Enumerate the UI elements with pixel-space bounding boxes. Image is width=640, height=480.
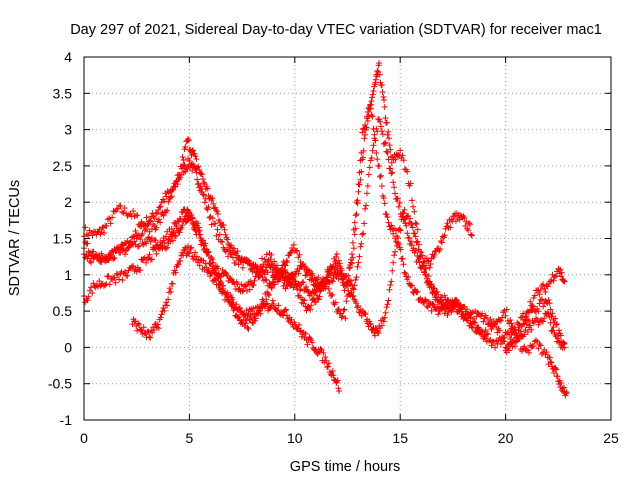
x-tick-label: 5 xyxy=(186,430,194,446)
series-track-b xyxy=(81,105,568,352)
y-tick-label: 4 xyxy=(64,49,72,65)
x-tick-label: 0 xyxy=(80,430,88,446)
y-axis-label: SDTVAR / TECUs xyxy=(7,180,23,296)
y-tick-label: 0 xyxy=(64,339,72,355)
series-track-e xyxy=(129,243,343,395)
x-tick-label: 20 xyxy=(498,430,514,446)
series-track-c xyxy=(81,116,568,354)
data-points xyxy=(81,60,570,399)
y-tick-label: 3.5 xyxy=(53,85,73,101)
x-axis-ticks: 0 5 10 15 20 25 xyxy=(80,57,619,446)
series-track-f xyxy=(502,335,570,399)
x-tick-label: 15 xyxy=(392,430,408,446)
grid-lines xyxy=(84,57,611,420)
chart-title: Day 297 of 2021, Sidereal Day-to-day VTE… xyxy=(70,22,602,38)
y-tick-label: 1 xyxy=(64,267,72,283)
y-tick-label: 3 xyxy=(64,122,72,138)
x-axis-label: GPS time / hours xyxy=(290,459,400,475)
y-tick-label: 2.5 xyxy=(53,158,73,174)
x-tick-label: 10 xyxy=(287,430,303,446)
y-tick-label: 1.5 xyxy=(53,231,73,247)
y-tick-label: 0.5 xyxy=(53,303,73,319)
x-tick-label: 25 xyxy=(603,430,619,446)
series-track-d xyxy=(81,206,568,351)
y-tick-label: -1 xyxy=(60,412,73,428)
y-tick-label: 2 xyxy=(64,194,72,210)
y-tick-label: -0.5 xyxy=(48,376,72,392)
y-axis-ticks: -1 -0.5 0 0.5 1 1.5 2 2.5 3 3.5 4 xyxy=(48,49,611,428)
